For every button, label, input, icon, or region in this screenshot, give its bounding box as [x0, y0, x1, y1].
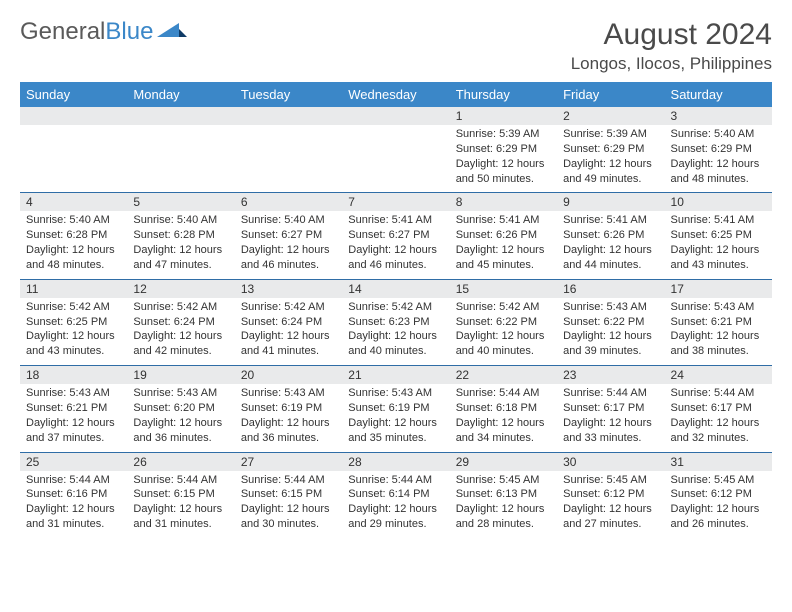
- day-detail-cell: Sunrise: 5:45 AMSunset: 6:13 PMDaylight:…: [450, 471, 557, 538]
- day-number-cell: 26: [127, 453, 234, 471]
- day-detail-cell: Sunrise: 5:44 AMSunset: 6:14 PMDaylight:…: [342, 471, 449, 538]
- day-detail-cell: Sunrise: 5:39 AMSunset: 6:29 PMDaylight:…: [450, 125, 557, 193]
- title-block: August 2024 Longos, Ilocos, Philippines: [571, 18, 772, 74]
- weekday-header: Wednesday: [342, 82, 449, 107]
- day-number-cell: 14: [342, 280, 449, 298]
- day-number-cell: 25: [20, 453, 127, 471]
- day-number-cell: 13: [235, 280, 342, 298]
- day-number-cell: 8: [450, 193, 557, 211]
- day-number-cell: 4: [20, 193, 127, 211]
- calendar-page: GeneralBlue August 2024 Longos, Ilocos, …: [0, 0, 792, 548]
- day-detail-row: Sunrise: 5:39 AMSunset: 6:29 PMDaylight:…: [20, 125, 772, 193]
- day-number-cell: 11: [20, 280, 127, 298]
- day-number-cell: 15: [450, 280, 557, 298]
- day-number-cell: [127, 107, 234, 125]
- day-detail-row: Sunrise: 5:40 AMSunset: 6:28 PMDaylight:…: [20, 211, 772, 279]
- day-detail-cell: Sunrise: 5:44 AMSunset: 6:16 PMDaylight:…: [20, 471, 127, 538]
- day-number-cell: 6: [235, 193, 342, 211]
- weekday-header: Friday: [557, 82, 664, 107]
- day-detail-cell: Sunrise: 5:40 AMSunset: 6:29 PMDaylight:…: [665, 125, 772, 193]
- day-detail-cell: [342, 125, 449, 193]
- day-detail-cell: Sunrise: 5:43 AMSunset: 6:21 PMDaylight:…: [20, 384, 127, 452]
- day-number-cell: 7: [342, 193, 449, 211]
- weekday-header: Tuesday: [235, 82, 342, 107]
- day-detail-cell: [235, 125, 342, 193]
- day-number-row: 18192021222324: [20, 366, 772, 384]
- day-number-cell: 10: [665, 193, 772, 211]
- day-detail-cell: Sunrise: 5:43 AMSunset: 6:19 PMDaylight:…: [342, 384, 449, 452]
- day-detail-cell: Sunrise: 5:41 AMSunset: 6:26 PMDaylight:…: [557, 211, 664, 279]
- weekday-header-row: Sunday Monday Tuesday Wednesday Thursday…: [20, 82, 772, 107]
- day-detail-cell: Sunrise: 5:39 AMSunset: 6:29 PMDaylight:…: [557, 125, 664, 193]
- day-number-cell: 19: [127, 366, 234, 384]
- weekday-header: Thursday: [450, 82, 557, 107]
- month-title: August 2024: [571, 18, 772, 52]
- day-detail-cell: Sunrise: 5:44 AMSunset: 6:15 PMDaylight:…: [235, 471, 342, 538]
- day-number-row: 45678910: [20, 193, 772, 211]
- day-number-cell: 12: [127, 280, 234, 298]
- day-detail-cell: Sunrise: 5:43 AMSunset: 6:21 PMDaylight:…: [665, 298, 772, 366]
- day-number-row: 123: [20, 107, 772, 125]
- day-detail-cell: Sunrise: 5:40 AMSunset: 6:28 PMDaylight:…: [20, 211, 127, 279]
- day-detail-cell: Sunrise: 5:42 AMSunset: 6:25 PMDaylight:…: [20, 298, 127, 366]
- day-detail-cell: Sunrise: 5:43 AMSunset: 6:22 PMDaylight:…: [557, 298, 664, 366]
- day-number-cell: 24: [665, 366, 772, 384]
- day-detail-cell: Sunrise: 5:45 AMSunset: 6:12 PMDaylight:…: [557, 471, 664, 538]
- brand-shape-icon: [157, 18, 187, 46]
- header: GeneralBlue August 2024 Longos, Ilocos, …: [20, 18, 772, 74]
- brand-part1: General: [20, 18, 105, 46]
- day-number-row: 11121314151617: [20, 280, 772, 298]
- day-detail-cell: Sunrise: 5:44 AMSunset: 6:15 PMDaylight:…: [127, 471, 234, 538]
- day-detail-row: Sunrise: 5:44 AMSunset: 6:16 PMDaylight:…: [20, 471, 772, 538]
- day-detail-cell: Sunrise: 5:42 AMSunset: 6:24 PMDaylight:…: [235, 298, 342, 366]
- day-detail-cell: Sunrise: 5:41 AMSunset: 6:27 PMDaylight:…: [342, 211, 449, 279]
- day-detail-cell: Sunrise: 5:43 AMSunset: 6:19 PMDaylight:…: [235, 384, 342, 452]
- day-number-cell: 17: [665, 280, 772, 298]
- weekday-header: Monday: [127, 82, 234, 107]
- location-label: Longos, Ilocos, Philippines: [571, 54, 772, 74]
- day-detail-row: Sunrise: 5:42 AMSunset: 6:25 PMDaylight:…: [20, 298, 772, 366]
- day-number-cell: 16: [557, 280, 664, 298]
- day-number-cell: [20, 107, 127, 125]
- day-number-cell: 30: [557, 453, 664, 471]
- day-number-cell: 9: [557, 193, 664, 211]
- day-number-row: 25262728293031: [20, 453, 772, 471]
- day-number-cell: 18: [20, 366, 127, 384]
- day-number-cell: 28: [342, 453, 449, 471]
- calendar-body: 123 Sunrise: 5:39 AMSunset: 6:29 PMDayli…: [20, 107, 772, 538]
- day-number-cell: [235, 107, 342, 125]
- day-detail-cell: Sunrise: 5:40 AMSunset: 6:28 PMDaylight:…: [127, 211, 234, 279]
- calendar-table: Sunday Monday Tuesday Wednesday Thursday…: [20, 82, 772, 538]
- day-number-cell: 27: [235, 453, 342, 471]
- day-number-cell: 5: [127, 193, 234, 211]
- day-number-cell: 23: [557, 366, 664, 384]
- day-number-cell: 20: [235, 366, 342, 384]
- day-number-cell: 21: [342, 366, 449, 384]
- day-number-cell: [342, 107, 449, 125]
- day-number-cell: 2: [557, 107, 664, 125]
- day-detail-row: Sunrise: 5:43 AMSunset: 6:21 PMDaylight:…: [20, 384, 772, 452]
- day-number-cell: 1: [450, 107, 557, 125]
- weekday-header: Sunday: [20, 82, 127, 107]
- day-detail-cell: Sunrise: 5:42 AMSunset: 6:23 PMDaylight:…: [342, 298, 449, 366]
- day-detail-cell: [20, 125, 127, 193]
- brand-part2: Blue: [105, 18, 153, 46]
- day-number-cell: 22: [450, 366, 557, 384]
- day-detail-cell: Sunrise: 5:42 AMSunset: 6:24 PMDaylight:…: [127, 298, 234, 366]
- day-detail-cell: Sunrise: 5:43 AMSunset: 6:20 PMDaylight:…: [127, 384, 234, 452]
- weekday-header: Saturday: [665, 82, 772, 107]
- day-number-cell: 29: [450, 453, 557, 471]
- day-detail-cell: Sunrise: 5:42 AMSunset: 6:22 PMDaylight:…: [450, 298, 557, 366]
- day-detail-cell: Sunrise: 5:45 AMSunset: 6:12 PMDaylight:…: [665, 471, 772, 538]
- day-detail-cell: Sunrise: 5:44 AMSunset: 6:18 PMDaylight:…: [450, 384, 557, 452]
- day-number-cell: 31: [665, 453, 772, 471]
- day-detail-cell: Sunrise: 5:44 AMSunset: 6:17 PMDaylight:…: [665, 384, 772, 452]
- day-detail-cell: Sunrise: 5:41 AMSunset: 6:25 PMDaylight:…: [665, 211, 772, 279]
- day-detail-cell: Sunrise: 5:44 AMSunset: 6:17 PMDaylight:…: [557, 384, 664, 452]
- day-detail-cell: [127, 125, 234, 193]
- day-number-cell: 3: [665, 107, 772, 125]
- day-detail-cell: Sunrise: 5:41 AMSunset: 6:26 PMDaylight:…: [450, 211, 557, 279]
- day-detail-cell: Sunrise: 5:40 AMSunset: 6:27 PMDaylight:…: [235, 211, 342, 279]
- brand-logo: GeneralBlue: [20, 18, 187, 46]
